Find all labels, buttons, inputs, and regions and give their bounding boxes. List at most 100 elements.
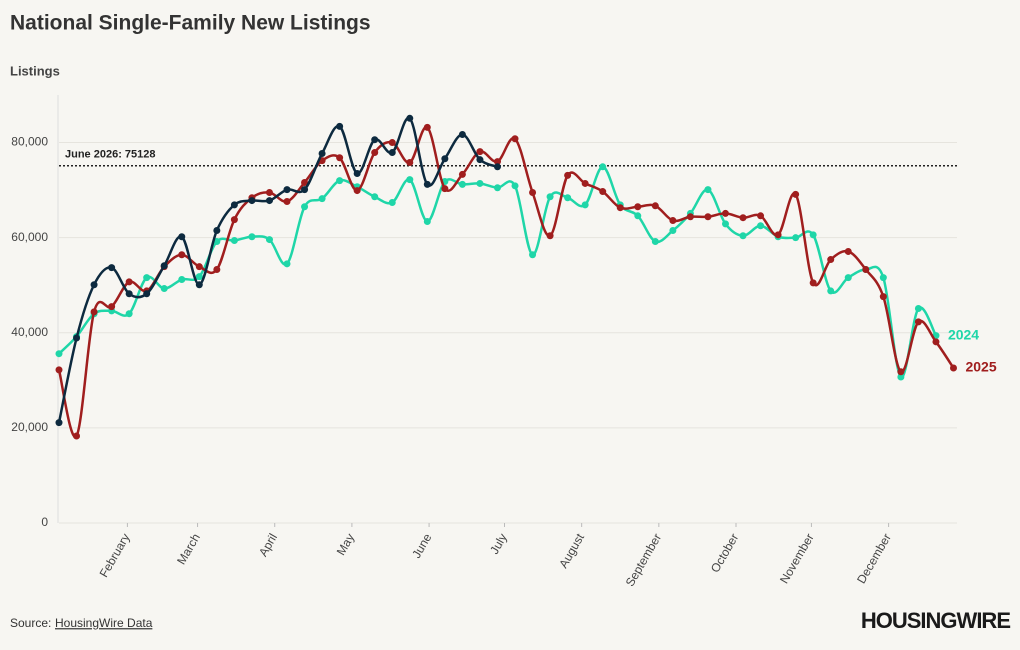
point	[564, 171, 572, 179]
x-tick-label: February	[97, 531, 133, 580]
series	[55, 114, 501, 427]
point	[493, 184, 501, 192]
line	[57, 116, 498, 423]
point	[897, 368, 905, 376]
point	[423, 217, 431, 225]
point	[458, 130, 466, 138]
point	[230, 216, 238, 224]
point	[704, 186, 712, 194]
point	[55, 419, 63, 427]
point	[371, 193, 379, 201]
point	[529, 251, 537, 259]
line	[57, 126, 955, 439]
x-tick-label: July	[487, 531, 510, 556]
point	[423, 180, 431, 188]
point	[143, 274, 151, 282]
point	[599, 188, 607, 196]
point	[283, 260, 291, 268]
y-tick-label: 20,000	[11, 420, 48, 434]
point	[213, 227, 221, 235]
y-tick-label: 80,000	[11, 135, 48, 149]
point	[862, 266, 870, 274]
source-label: Source:	[10, 616, 51, 630]
point	[423, 123, 431, 131]
point	[248, 233, 256, 241]
point	[178, 251, 186, 259]
point	[265, 197, 273, 205]
point	[634, 212, 642, 220]
point	[879, 293, 887, 301]
series-label: 2024	[948, 326, 979, 342]
x-tick-label: August	[556, 531, 587, 571]
point	[651, 237, 659, 245]
point	[441, 185, 449, 193]
point	[458, 170, 466, 178]
point	[125, 290, 133, 298]
logo: HOUSINGWIRE	[861, 608, 1010, 633]
point	[581, 179, 589, 187]
point	[406, 114, 414, 122]
point	[160, 285, 168, 293]
x-tick-label: April	[256, 531, 280, 559]
point	[651, 202, 659, 210]
point	[265, 236, 273, 244]
point	[73, 432, 81, 440]
point	[599, 163, 607, 171]
point	[213, 266, 221, 274]
source-link[interactable]: HousingWire Data	[55, 616, 153, 630]
point	[844, 274, 852, 282]
point	[721, 220, 729, 228]
y-tick-label: 40,000	[11, 325, 48, 339]
x-tick-label: March	[174, 531, 203, 567]
point	[388, 198, 396, 206]
point	[704, 213, 712, 221]
point	[914, 305, 922, 313]
point	[371, 136, 379, 144]
series: 2025	[55, 123, 997, 440]
point	[774, 231, 782, 239]
x-tick-label: November	[777, 531, 817, 586]
point	[827, 256, 835, 264]
point	[546, 193, 554, 201]
point	[230, 201, 238, 209]
point	[809, 231, 817, 239]
point	[458, 180, 466, 188]
point	[721, 209, 729, 217]
point	[546, 232, 554, 240]
point	[949, 364, 957, 372]
point	[336, 177, 344, 185]
point	[441, 155, 449, 163]
point	[318, 195, 326, 203]
point	[564, 194, 572, 202]
point	[55, 350, 63, 358]
point	[757, 212, 765, 220]
point	[669, 227, 677, 235]
point	[914, 318, 922, 326]
point	[265, 188, 273, 196]
point	[353, 169, 361, 177]
point	[230, 237, 238, 245]
chart-title: National Single-Family New Listings	[10, 12, 371, 35]
point	[301, 186, 309, 194]
point	[90, 308, 98, 316]
point	[73, 334, 81, 342]
point	[301, 179, 309, 187]
point	[616, 204, 624, 212]
x-tick-label: June	[409, 531, 434, 561]
point	[406, 159, 414, 167]
line	[58, 165, 938, 379]
point	[388, 149, 396, 157]
point	[178, 233, 186, 241]
point	[125, 310, 133, 318]
point	[739, 214, 747, 222]
point	[493, 163, 501, 171]
x-tick-label: September	[623, 531, 664, 589]
point	[476, 156, 484, 164]
point	[301, 203, 309, 211]
point	[739, 232, 747, 240]
point	[125, 278, 133, 286]
point	[476, 179, 484, 187]
point	[336, 154, 344, 162]
point	[827, 287, 835, 295]
